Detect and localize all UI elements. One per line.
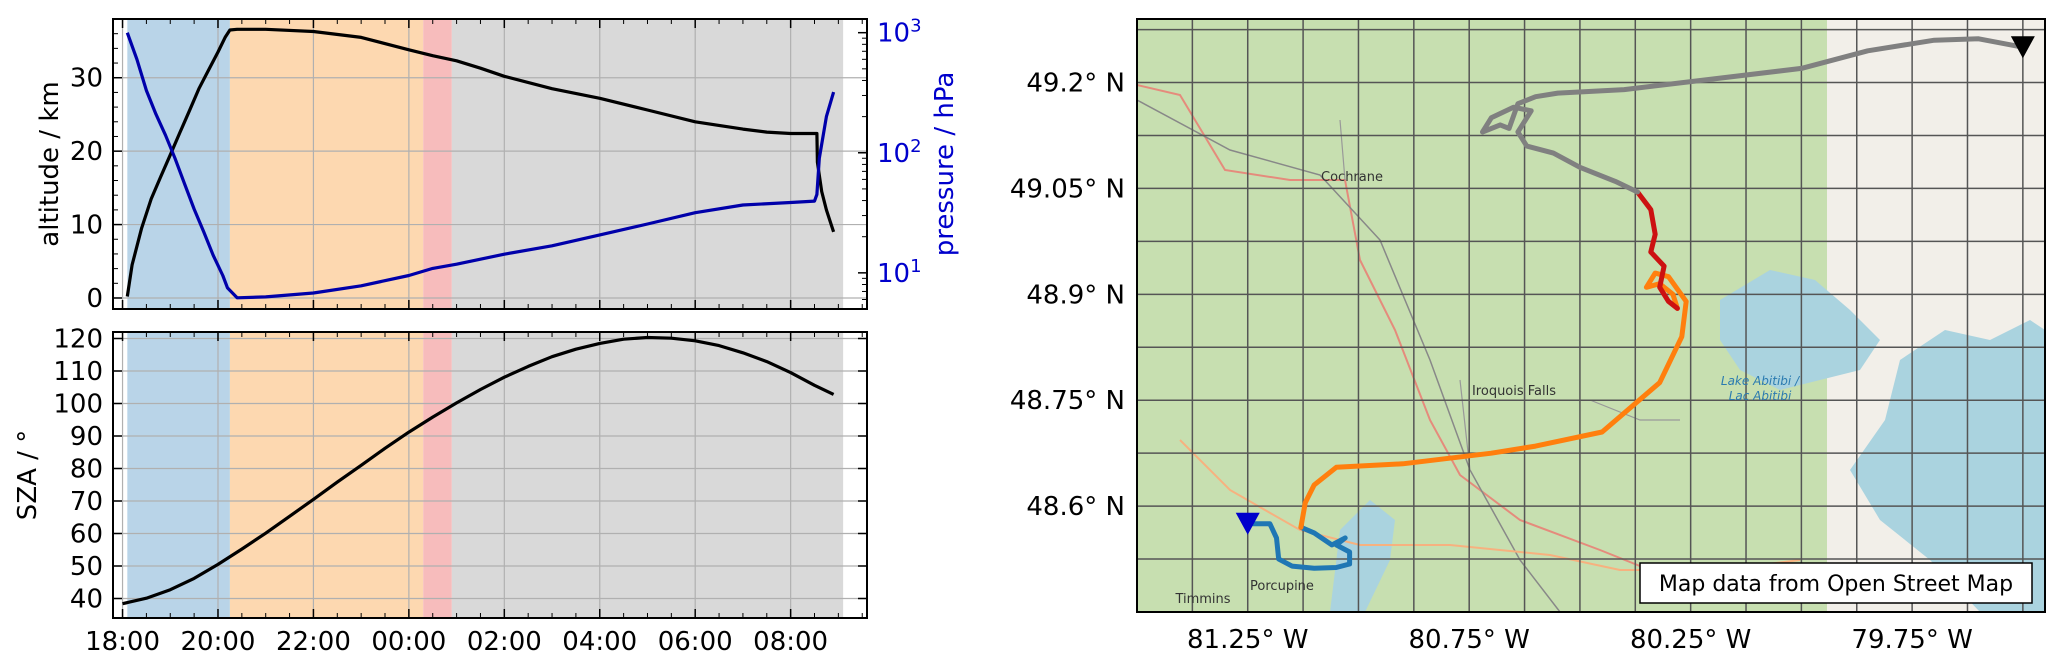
sza-tick-label: 110	[53, 357, 103, 387]
altitude-tick-label: 20	[70, 137, 103, 167]
longitude-tick-label: 80.25° W	[1630, 625, 1751, 655]
lake-label: Lake Abitibi /	[1721, 374, 1801, 388]
phase-band-ascent	[127, 332, 230, 618]
sza-tick-label: 80	[70, 455, 103, 485]
altitude-pressure-panel: 0 10 20 30 101 102 103 altitude / km pressure …	[35, 16, 960, 314]
pressure-tick-label: 101	[877, 256, 922, 289]
lake-abitibi-west	[1720, 270, 1880, 390]
longitude-tick-label: 79.75° W	[1851, 625, 1972, 655]
rail-line	[1137, 99, 1561, 612]
latitude-tick-label: 48.6° N	[1026, 492, 1125, 522]
lake-abitibi	[1850, 320, 2045, 612]
map-frame	[1136, 18, 2046, 613]
sza-panel: 18:00 20:00 22:00 00:00 02:00 04:00 06:00 08:00…	[13, 325, 868, 657]
attribution-box: Map data from Open Street Map	[1639, 562, 2033, 604]
sza-axis-label: SZA / °	[13, 430, 43, 520]
altitude-tick-label: 0	[86, 284, 103, 314]
latitude-tick-label: 48.75° N	[1010, 386, 1125, 416]
altitude-axis-label: altitude / km	[35, 81, 65, 246]
trajectory-ascent	[1245, 521, 1353, 571]
pressure-tick-label: 102	[877, 136, 922, 169]
latitude-tick-label: 49.2° N	[1026, 69, 1125, 99]
altitude-tick-label: 30	[70, 64, 103, 94]
attribution-text: Map data from Open Street Map	[1659, 572, 2013, 597]
sza-tick-label: 90	[70, 422, 103, 452]
pressure-line	[125, 32, 836, 300]
map-background	[1137, 19, 2045, 612]
place-label: Iroquois Falls	[1472, 384, 1556, 399]
place-label: Porcupine	[1250, 579, 1314, 594]
x-tick-label: 18:00	[85, 627, 160, 657]
x-tick-label: 04:00	[562, 627, 637, 657]
altitude-tick-label: 10	[70, 211, 103, 241]
launch-marker-icon	[1235, 512, 1260, 535]
latitude-tick-label: 49.05° N	[1010, 174, 1125, 204]
sza-tick-label: 60	[70, 520, 103, 550]
x-tick-label: 00:00	[371, 627, 446, 657]
latitude-tick-label: 48.9° N	[1026, 280, 1125, 310]
trajectory-float-day	[1298, 270, 1689, 530]
sza-tick-label: 70	[70, 487, 103, 517]
trajectory-sunset	[1635, 189, 1680, 311]
place-label: Cochrane	[1321, 170, 1383, 185]
sza-tick-label: 40	[70, 585, 103, 615]
x-tick-label: 22:00	[276, 627, 351, 657]
sza-line	[122, 335, 835, 606]
pressure-tick-label: 103	[877, 16, 922, 49]
highway-line	[1137, 84, 1701, 581]
end-marker-icon	[2010, 36, 2035, 59]
longitude-tick-label: 81.25° W	[1187, 625, 1308, 655]
sza-plot-frame	[112, 331, 868, 619]
sza-tick-label: 50	[70, 552, 103, 582]
phase-band-float-day	[229, 19, 424, 309]
sza-tick-label: 120	[53, 325, 103, 355]
longitude-tick-label: 80.75° W	[1408, 625, 1529, 655]
phase-band-float-night	[451, 332, 844, 618]
phase-band-sunset	[423, 19, 452, 309]
x-tick-label: 08:00	[753, 627, 828, 657]
trajectory-float-night	[1480, 36, 2026, 195]
x-tick-label: 02:00	[467, 627, 542, 657]
lake-label: Lac Abitibi	[1729, 389, 1792, 403]
lake-south	[1330, 500, 1395, 612]
place-label: Timmins	[1174, 592, 1230, 607]
trajectory-map-panel: Cochrane Iroquois Falls Timmins Porcupin…	[1010, 18, 2046, 655]
phase-band-float-night	[451, 19, 844, 309]
x-tick-label: 06:00	[658, 627, 733, 657]
phase-band-float-day	[229, 332, 424, 618]
altitude-line	[125, 27, 836, 297]
phase-band-sunset	[423, 332, 452, 618]
x-tick-label: 20:00	[181, 627, 256, 657]
pressure-axis-label: pressure / hPa	[930, 72, 960, 257]
sza-tick-label: 100	[53, 390, 103, 420]
